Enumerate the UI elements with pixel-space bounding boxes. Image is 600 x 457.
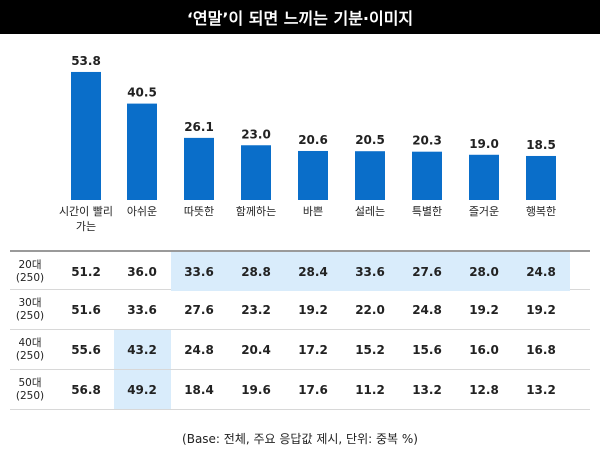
table-row: 40대 (250) 55.6 43.2 24.8 20.4 17.2 15.2 15.6 16.0… [10,330,590,370]
bar [412,151,442,200]
table-cell: 49.2 [113,370,171,409]
category-label: 설레는 [355,205,385,218]
row-label-line: 20대 [18,259,42,271]
bar [355,151,385,200]
footnote: (Base: 전체, 주요 응답값 제시, 단위: 중복 %) [182,432,418,446]
table-cell: 19.6 [241,382,271,397]
table-row: 30대 (250) 51.6 33.6 27.6 23.2 19.2 22.0 24.8 19.2… [10,290,590,330]
category-label: 행복한 [526,205,556,218]
data-label: 53.8 [71,54,101,68]
chart-title: ‘연말’이 되면 느끼는 기분·이미지 [0,0,600,34]
table-cell: 24.8 [412,302,442,317]
category-label: 아쉬운 [127,205,157,218]
table-cell: 15.2 [355,342,385,357]
category-label: 특별한 [412,205,442,218]
table-cell: 51.6 [71,302,101,317]
bar [127,103,157,200]
table-cell: 51.2 [71,264,101,279]
bar [469,154,499,200]
data-label: 18.5 [526,138,556,152]
table-cell: 17.2 [298,342,328,357]
bar [298,150,328,200]
table-cell: 19.2 [298,302,328,317]
row-label-line: (250) [15,310,45,322]
data-label: 20.5 [355,133,385,147]
row-label-line: (250) [15,390,45,402]
table-cell: 28.4 [284,252,342,291]
table-cell: 27.6 [184,302,214,317]
bar [184,137,214,200]
table-cell: 33.6 [170,252,228,291]
table-cell: 19.2 [469,302,499,317]
table-cell: 17.6 [298,382,328,397]
table-cell: 36.0 [127,264,157,279]
table-cell: 56.8 [71,382,101,397]
category-label: 가는 [76,220,96,233]
data-label: 23.0 [241,127,271,141]
table-cell: 19.2 [526,302,556,317]
table-cell: 24.8 [184,342,214,357]
age-group-table: 20대 (250) 51.2 36.0 33.6 28.8 28.4 33.6 27.6 28.0… [10,250,590,410]
table-cell: 13.2 [526,382,556,397]
data-label: 26.1 [184,120,214,134]
row-label-line: (250) [15,350,45,362]
row-label: 20대 (250) [10,252,50,292]
table-cell: 28.8 [227,252,285,291]
table-cell: 33.6 [127,302,157,317]
table-cell: 43.2 [113,330,171,369]
table-cell: 12.8 [469,382,499,397]
table-cell: 55.6 [71,342,101,357]
data-label: 19.0 [469,137,499,151]
row-label-line: 40대 [18,337,42,349]
table-cell: 15.6 [412,342,442,357]
data-label: 20.3 [412,134,442,148]
row-label-line: 30대 [18,297,42,309]
table-cell: 22.0 [355,302,385,317]
table-cell: 11.2 [355,382,385,397]
category-label: 함께하는 [236,204,276,218]
table-cell: 23.2 [241,302,271,317]
data-label: 40.5 [127,86,157,100]
category-label: 시간이 빨리 [59,205,113,218]
table-cell: 33.6 [341,252,399,291]
table-cell: 27.6 [398,252,456,291]
row-label: 50대 (250) [10,370,50,410]
row-label-line: 50대 [18,377,42,389]
category-label: 즐거운 [469,205,499,218]
bar [71,71,101,201]
table-cell: 28.0 [455,252,513,291]
table-cell: 20.4 [241,342,271,357]
row-label: 40대 (250) [10,330,50,370]
table-cell: 16.0 [469,342,499,357]
data-label: 20.6 [298,133,328,147]
table-cell: 24.8 [512,252,570,291]
row-label: 30대 (250) [10,290,50,330]
bar [526,155,556,200]
category-label: 바쁜 [303,205,323,218]
table-cell: 16.8 [526,342,556,357]
category-label: 따뜻한 [184,205,214,218]
table-cell: 13.2 [412,382,442,397]
table-cell: 18.4 [184,382,214,397]
table-row: 20대 (250) 51.2 36.0 33.6 28.8 28.4 33.6 27.6 28.0… [10,250,590,292]
bar [241,145,271,200]
row-label-line: (250) [15,272,45,284]
table-row: 50대 (250) 56.8 49.2 18.4 19.6 17.6 11.2 13.2 12.8… [10,370,590,410]
